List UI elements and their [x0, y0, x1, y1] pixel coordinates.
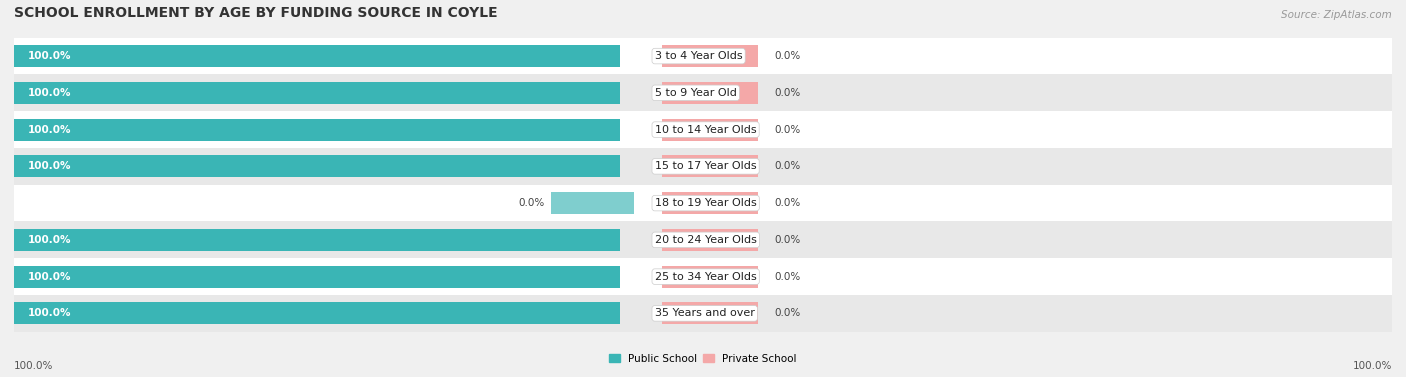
Bar: [14, 119, 620, 141]
Bar: [14, 185, 1392, 222]
Text: 100.0%: 100.0%: [28, 271, 72, 282]
Bar: [662, 302, 758, 324]
Bar: [14, 229, 620, 251]
Text: 0.0%: 0.0%: [775, 124, 801, 135]
Bar: [662, 229, 758, 251]
Text: 15 to 17 Year Olds: 15 to 17 Year Olds: [655, 161, 756, 172]
Bar: [14, 302, 620, 324]
Bar: [551, 192, 634, 214]
Bar: [662, 155, 758, 177]
Text: 0.0%: 0.0%: [519, 198, 544, 208]
Text: SCHOOL ENROLLMENT BY AGE BY FUNDING SOURCE IN COYLE: SCHOOL ENROLLMENT BY AGE BY FUNDING SOUR…: [14, 6, 498, 20]
Bar: [14, 258, 1392, 295]
Bar: [14, 45, 620, 67]
Text: 10 to 14 Year Olds: 10 to 14 Year Olds: [655, 124, 756, 135]
Text: 0.0%: 0.0%: [775, 271, 801, 282]
Text: 18 to 19 Year Olds: 18 to 19 Year Olds: [655, 198, 756, 208]
Text: 0.0%: 0.0%: [775, 88, 801, 98]
Text: 100.0%: 100.0%: [28, 88, 72, 98]
Bar: [14, 295, 1392, 332]
Text: 5 to 9 Year Old: 5 to 9 Year Old: [655, 88, 737, 98]
Text: 100.0%: 100.0%: [1353, 361, 1392, 371]
Legend: Public School, Private School: Public School, Private School: [605, 349, 801, 368]
Bar: [14, 155, 620, 177]
Bar: [14, 265, 620, 288]
Text: 0.0%: 0.0%: [775, 235, 801, 245]
Bar: [662, 82, 758, 104]
Text: 0.0%: 0.0%: [775, 161, 801, 172]
Text: 100.0%: 100.0%: [28, 235, 72, 245]
Text: 3 to 4 Year Olds: 3 to 4 Year Olds: [655, 51, 742, 61]
Text: 20 to 24 Year Olds: 20 to 24 Year Olds: [655, 235, 756, 245]
Bar: [14, 222, 1392, 258]
Text: 100.0%: 100.0%: [28, 51, 72, 61]
Bar: [14, 82, 620, 104]
Text: 0.0%: 0.0%: [775, 308, 801, 319]
Text: 100.0%: 100.0%: [14, 361, 53, 371]
Text: 100.0%: 100.0%: [28, 124, 72, 135]
Bar: [14, 38, 1392, 75]
Bar: [662, 265, 758, 288]
Bar: [14, 148, 1392, 185]
Text: 100.0%: 100.0%: [28, 308, 72, 319]
Text: Source: ZipAtlas.com: Source: ZipAtlas.com: [1281, 10, 1392, 20]
Bar: [662, 119, 758, 141]
Text: 35 Years and over: 35 Years and over: [655, 308, 755, 319]
Bar: [662, 192, 758, 214]
Text: 0.0%: 0.0%: [775, 198, 801, 208]
Bar: [14, 75, 1392, 111]
Text: 100.0%: 100.0%: [28, 161, 72, 172]
Bar: [662, 45, 758, 67]
Text: 25 to 34 Year Olds: 25 to 34 Year Olds: [655, 271, 756, 282]
Bar: [14, 111, 1392, 148]
Text: 0.0%: 0.0%: [775, 51, 801, 61]
